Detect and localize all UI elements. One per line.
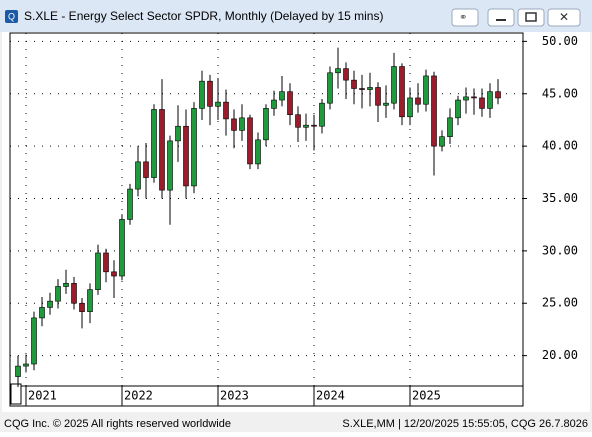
candle-body: [103, 252, 109, 273]
candle-body: [335, 68, 341, 74]
candle-body: [407, 97, 413, 118]
app-icon-glyph: Q: [8, 11, 15, 21]
candle-body: [31, 317, 37, 365]
candle-body: [351, 79, 357, 89]
x-tick-label: 2023: [220, 389, 249, 403]
candle-body: [207, 80, 213, 107]
candle-body: [415, 97, 421, 105]
x-tick-label: 2021: [28, 389, 57, 403]
x-tick-label: 2024: [316, 389, 345, 403]
candle-body: [95, 252, 101, 290]
maximize-icon: [525, 12, 537, 22]
candle-body: [63, 283, 69, 287]
candle-body: [359, 88, 365, 90]
app-icon: [5, 10, 18, 23]
minimize-button[interactable]: [487, 8, 515, 27]
candle-body: [79, 302, 85, 312]
candle-body: [87, 289, 93, 312]
candle-body: [191, 108, 197, 187]
candle-body: [319, 102, 325, 127]
x-tick-label: 2022: [124, 389, 153, 403]
candle-body: [199, 80, 205, 109]
y-tick-label: 45.00: [542, 86, 578, 100]
candle-body: [223, 101, 229, 120]
candle-body: [479, 97, 485, 109]
candle-body: [487, 91, 493, 109]
candle-body: [23, 363, 29, 367]
candle-body: [303, 124, 309, 128]
candle-body: [471, 96, 477, 99]
candle-body: [447, 117, 453, 138]
y-tick-label: 35.00: [542, 191, 578, 205]
candle-body: [135, 161, 141, 190]
x-axis-band: [9, 385, 524, 407]
candle-body: [39, 307, 45, 319]
candle-body: [71, 283, 77, 304]
candle-body: [367, 87, 373, 90]
candle-body: [143, 161, 149, 178]
candle-body: [215, 101, 221, 107]
candle-body: [311, 124, 317, 127]
maximize-button[interactable]: [517, 8, 545, 27]
y-tick-label: 50.00: [542, 34, 578, 48]
window-title: S.XLE - Energy Select Sector SPDR, Month…: [24, 9, 383, 23]
candle-body: [327, 72, 333, 104]
candle-body: [439, 136, 445, 147]
candle-body: [295, 114, 301, 128]
candle-body: [55, 286, 61, 302]
candle-body: [343, 68, 349, 81]
candle-body: [463, 96, 469, 101]
candle-body: [263, 108, 269, 141]
candle-body: [423, 75, 429, 105]
y-tick-label: 20.00: [542, 348, 578, 362]
scroll-handle[interactable]: [10, 383, 22, 405]
link-icon: ⚭: [459, 13, 467, 24]
candle-body: [15, 365, 21, 377]
candle-body: [183, 125, 189, 187]
candle-body: [159, 109, 165, 191]
candle-body: [119, 219, 125, 277]
candle-body: [391, 66, 397, 104]
x-tick-label: 2025: [412, 389, 441, 403]
candle-body: [239, 117, 245, 131]
candle-body: [375, 87, 381, 106]
candle-body: [175, 125, 181, 142]
candle-body: [247, 117, 253, 165]
candle-body: [271, 99, 277, 109]
candle-body: [383, 102, 389, 106]
link-button[interactable]: [451, 8, 479, 27]
candle-body: [111, 271, 117, 277]
candle-body: [495, 91, 501, 99]
candle-body: [399, 66, 405, 118]
candle-body: [287, 91, 293, 116]
candle-body: [255, 139, 261, 165]
candle-body: [127, 188, 133, 220]
footer-right: S.XLE,MM | 12/20/2025 15:55:05, CQG 26.7…: [342, 418, 588, 430]
y-tick-label: 25.00: [542, 296, 578, 310]
y-tick-label: 40.00: [542, 139, 578, 153]
chart-background: [2, 32, 590, 412]
candle-body: [279, 91, 285, 101]
candle-body: [151, 109, 157, 178]
footer-left: CQG Inc. © 2025 All rights reserved worl…: [4, 418, 231, 430]
candle-body: [455, 99, 461, 119]
close-button[interactable]: [547, 8, 581, 27]
close-icon: ✕: [559, 10, 569, 24]
candle-body: [47, 300, 53, 308]
y-tick-label: 30.00: [542, 243, 578, 257]
candle-body: [231, 118, 237, 131]
candle-body: [167, 140, 173, 191]
candle-body: [431, 75, 437, 147]
